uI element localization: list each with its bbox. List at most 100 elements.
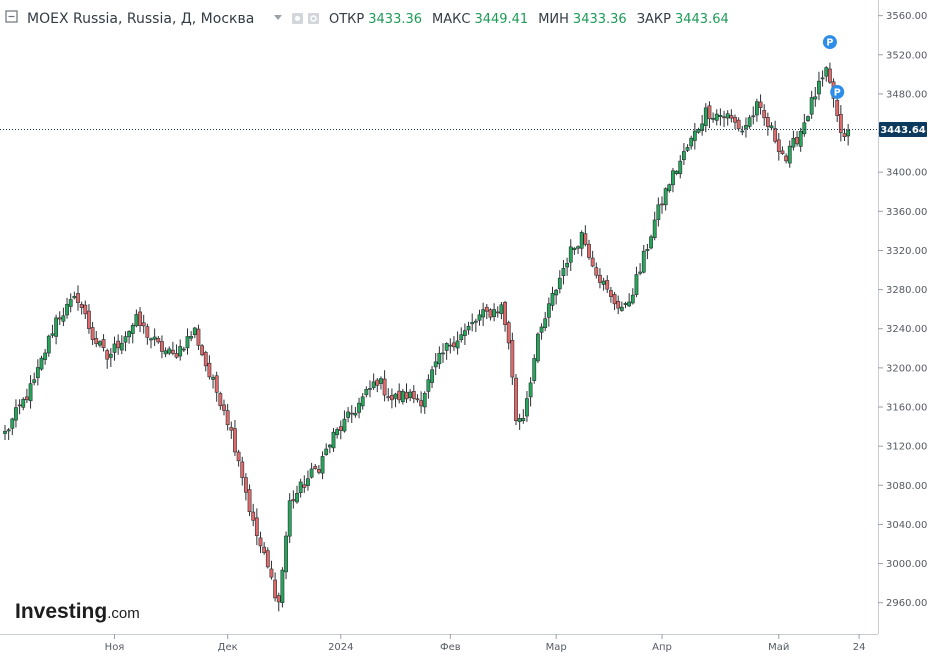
candle-body (612, 294, 617, 305)
candle-body (773, 128, 778, 142)
symbol-title[interactable]: MOEX Russia, Russia, Д, Москва (27, 11, 254, 27)
x-tick-label: Ноя (105, 642, 125, 653)
candle-body (703, 107, 708, 126)
candle-body (535, 333, 540, 362)
candle-body (791, 137, 796, 148)
candle-body (499, 304, 504, 314)
candle-body (39, 357, 44, 370)
candle-body (722, 116, 726, 119)
candle-body (375, 379, 380, 386)
investing-logo: Investing.com (15, 600, 140, 623)
y-tick-label: 3200.00 (886, 363, 927, 374)
candle-body (258, 537, 263, 547)
candle-body (638, 271, 643, 274)
candle-body (119, 342, 124, 351)
candle-body (813, 96, 818, 100)
candle-body (17, 404, 22, 407)
candle-body (335, 429, 340, 436)
candle-body (769, 125, 774, 129)
candle-body (90, 327, 95, 340)
candle-body (152, 336, 157, 340)
candle-body (295, 492, 299, 503)
candle-body (619, 306, 624, 311)
candle-body (400, 391, 405, 403)
x-tick-label: 2024 (328, 642, 353, 653)
candle-body (181, 348, 186, 351)
candle-body (14, 407, 18, 421)
candle-body (583, 233, 588, 245)
open-value: 3433.36 (368, 12, 422, 27)
candle-body (371, 381, 376, 388)
candle-body (649, 236, 653, 249)
candle-body (404, 391, 409, 400)
candle-body (561, 268, 566, 277)
gear-icon[interactable] (308, 13, 319, 24)
candle-body (488, 309, 493, 318)
candle-body (725, 113, 730, 119)
candle-body (200, 345, 205, 356)
candle-body (101, 339, 106, 348)
candle-body (466, 325, 471, 331)
candle-body (579, 232, 584, 249)
candle-body (817, 80, 821, 95)
candle-body (415, 398, 420, 401)
y-tick-label: 2960.00 (886, 598, 927, 609)
candle-body (185, 336, 190, 349)
y-tick-label: 3280.00 (886, 285, 927, 296)
candle-body (138, 311, 142, 326)
candle-body (65, 303, 69, 316)
candle-body (411, 391, 416, 399)
candle-body (189, 336, 194, 339)
candle-body (645, 249, 650, 251)
candle-body (795, 137, 799, 145)
candle-body (754, 101, 759, 116)
candle-body (718, 115, 723, 118)
plot-area[interactable] (0, 0, 878, 634)
candle-body (736, 119, 741, 130)
candle-body (353, 412, 358, 416)
candle-body (656, 204, 661, 220)
candle-body (6, 429, 11, 432)
candle-body (641, 250, 646, 273)
markers-group: PP (822, 35, 845, 99)
collapse-icon[interactable] (5, 10, 18, 23)
candle-body (441, 352, 445, 355)
candle-body (762, 110, 767, 119)
candle-body (525, 398, 529, 417)
marker-circle[interactable] (830, 84, 845, 99)
candle-body (495, 311, 500, 314)
candle-body (674, 170, 679, 174)
candle-body (178, 346, 183, 357)
candle-body (141, 322, 146, 327)
candle-body (528, 382, 533, 398)
candle-body (10, 418, 15, 429)
candle-body (514, 377, 518, 422)
candle-body (61, 315, 66, 322)
candle-body (21, 398, 26, 408)
candle-body (233, 428, 237, 453)
chevron-down-icon[interactable] (274, 15, 282, 20)
candle-body (408, 391, 413, 398)
logo-main: Investing (15, 600, 107, 623)
eye-icon-pupil (295, 16, 300, 21)
candle-body (276, 595, 281, 603)
candle-body (313, 466, 318, 469)
candle-body (389, 395, 394, 401)
candle-body (700, 123, 705, 131)
candle-body (652, 219, 657, 238)
candle-body (357, 402, 361, 413)
y-tick-label: 3160.00 (886, 403, 927, 414)
candle-body (452, 342, 456, 348)
candle-body (787, 145, 792, 164)
candle-body (430, 369, 434, 383)
candle-body (733, 116, 737, 123)
candle-body (671, 170, 675, 186)
y-tick-label: 3400.00 (886, 168, 927, 179)
marker-circle[interactable] (822, 35, 837, 50)
candle-body (244, 477, 248, 493)
candle-body (798, 130, 803, 147)
candle-body (835, 100, 840, 116)
candle-body (484, 306, 489, 312)
candle-body (108, 353, 113, 358)
